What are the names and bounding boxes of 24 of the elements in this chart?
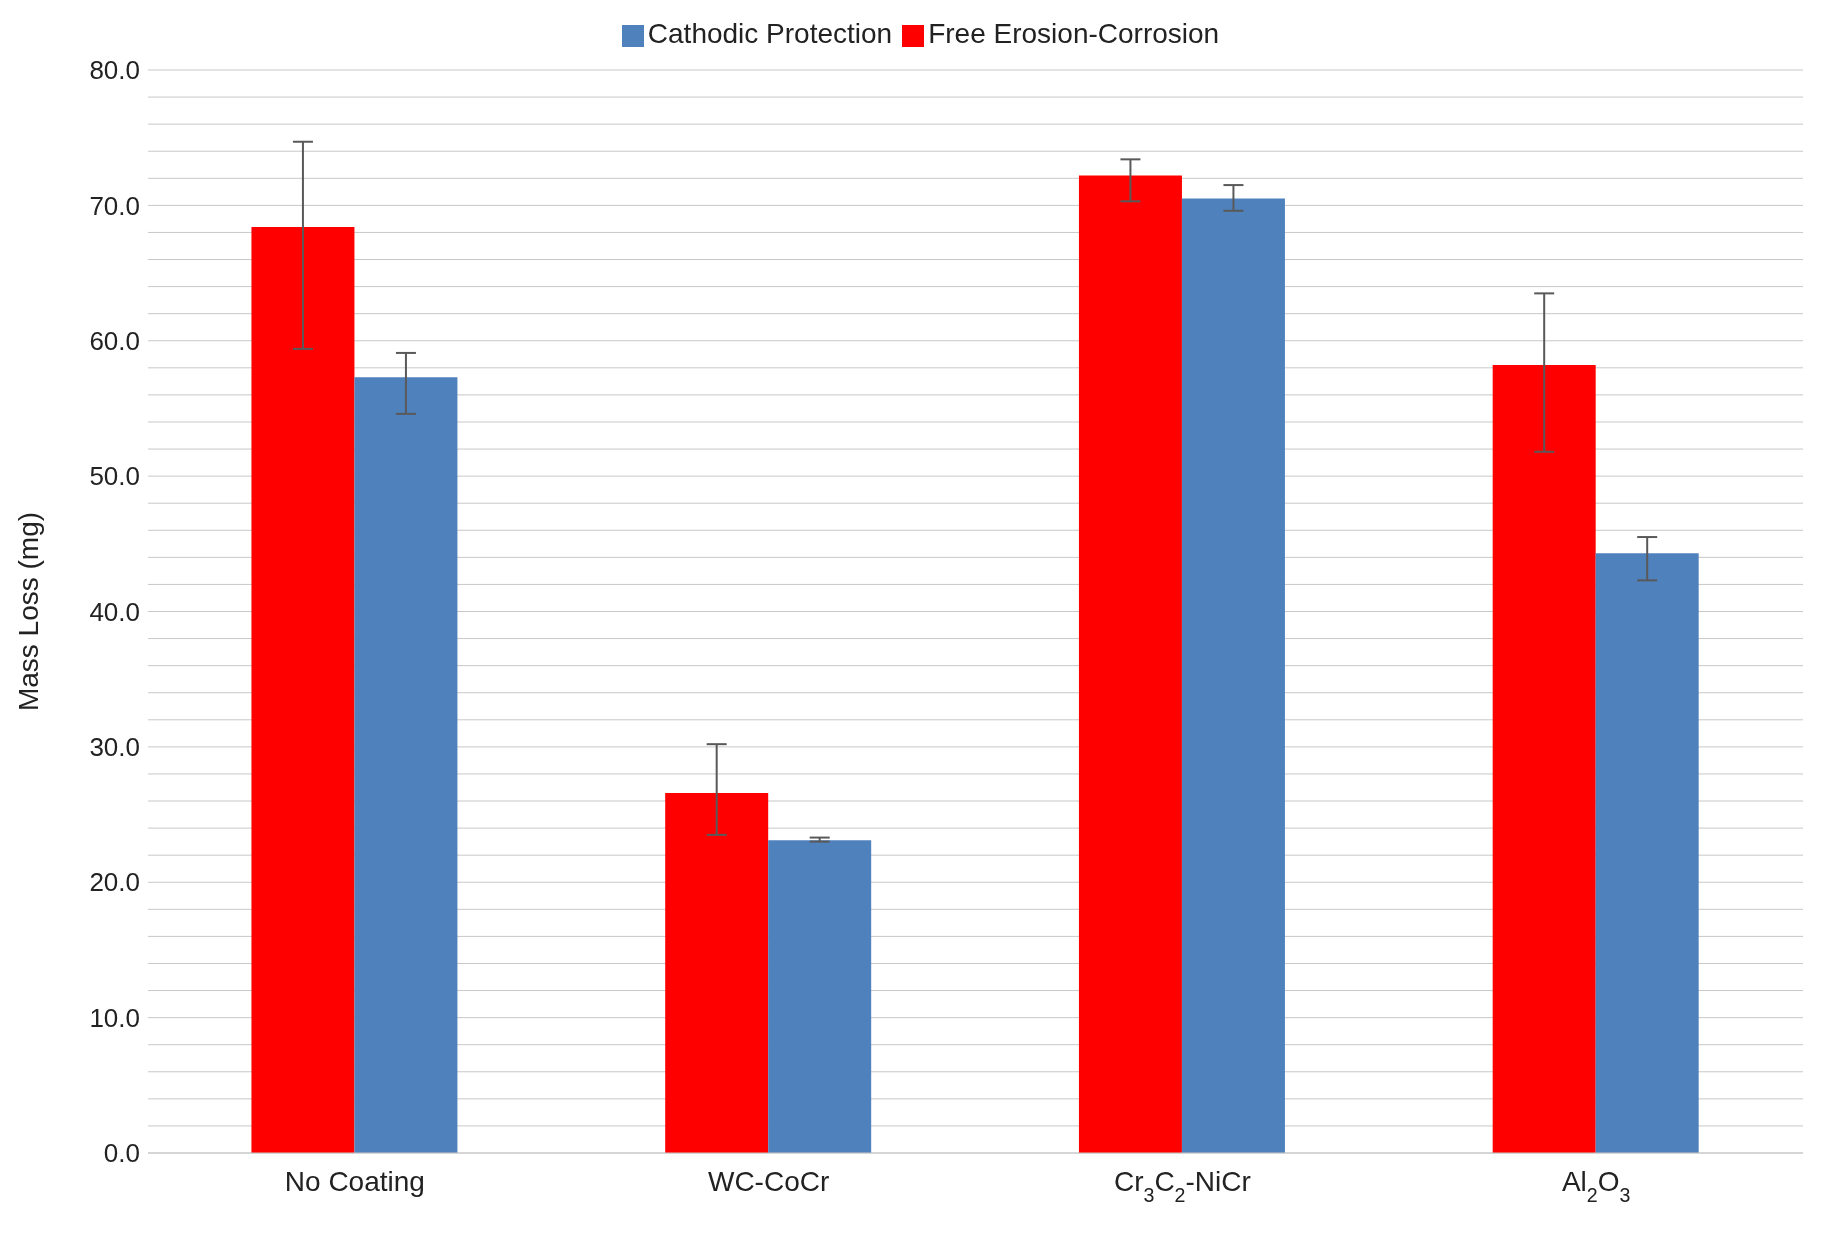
bar (768, 840, 872, 1153)
x-tick-label: WC-CoCr (707, 1166, 830, 1197)
bar (1181, 198, 1285, 1153)
x-tick-label: Al$_{2}$O$_{3}$ (1561, 1166, 1631, 1206)
bar (665, 792, 769, 1153)
bar (1078, 175, 1182, 1153)
y-tick-label: 60.0 (89, 325, 140, 356)
y-tick-label: 0.0 (103, 1138, 140, 1169)
x-tick-label: No Coating (284, 1166, 425, 1197)
bar (251, 227, 355, 1153)
bar (354, 377, 458, 1153)
bar (1492, 365, 1596, 1153)
y-tick-label: 20.0 (89, 867, 140, 898)
legend-label: Cathodic Protection (647, 18, 893, 49)
bar (1595, 553, 1699, 1153)
y-tick-label: 50.0 (89, 461, 140, 492)
legend-label: Free Erosion-Corrosion (928, 18, 1220, 49)
x-tick-label: Cr$_{3}$C$_{2}$-NiCr (1113, 1166, 1251, 1206)
y-tick-label: 80.0 (89, 55, 140, 86)
y-tick-label: 30.0 (89, 732, 140, 763)
y-axis-title: Mass Loss (mg) (12, 511, 44, 712)
y-tick-label: 70.0 (89, 190, 140, 221)
y-tick-label: 10.0 (89, 1002, 140, 1033)
y-tick-label: 40.0 (89, 596, 140, 627)
